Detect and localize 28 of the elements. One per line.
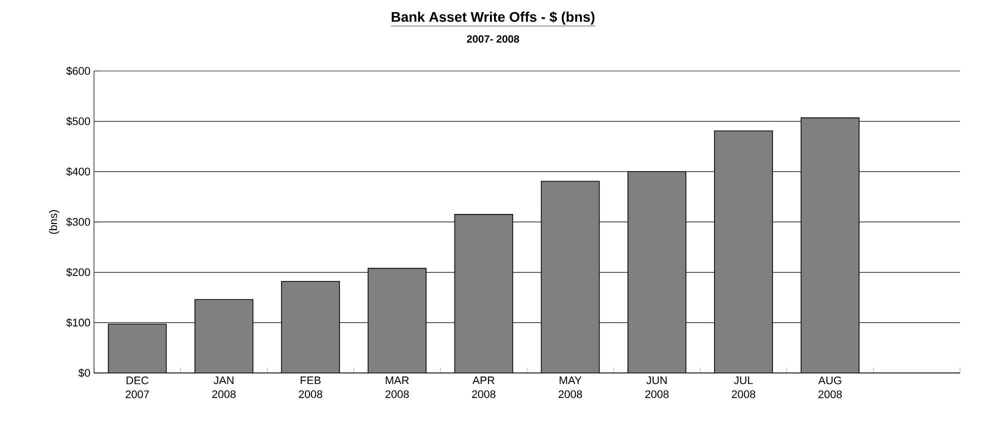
y-tick-label: $200	[66, 268, 90, 277]
bar	[108, 324, 167, 373]
x-tick-label: AUG 2008	[818, 376, 842, 398]
y-tick-label: $300	[66, 218, 90, 226]
x-tick-label: APR 2008	[472, 376, 496, 398]
x-tick-label: MAY 2008	[558, 376, 582, 398]
y-axis-title: (bns)	[49, 210, 60, 234]
bar	[800, 117, 860, 373]
y-tick-label: $600	[66, 66, 90, 76]
y-tick-label: $100	[66, 318, 90, 328]
x-tick-label: DEC 2007	[126, 376, 149, 398]
y-tick-label: $500	[66, 116, 90, 126]
chart-subtitle: 2007- 2008	[466, 35, 520, 43]
bar	[194, 299, 254, 373]
bar	[454, 214, 514, 373]
y-tick-label: $0	[78, 368, 90, 378]
x-tick-label: MAR 2008	[385, 376, 409, 398]
x-tick-label: JUL 2008	[732, 376, 756, 398]
bar	[368, 268, 427, 373]
bar	[541, 181, 600, 373]
y-tick-label: $400	[66, 167, 90, 176]
bar	[628, 171, 686, 373]
bar	[281, 280, 340, 373]
x-tick-label: FEB 2008	[298, 376, 322, 398]
x-tick-label: JAN 2008	[212, 376, 236, 398]
chart-title: Bank Asset Write Offs - $ (bns)	[392, 11, 594, 25]
x-tick-label: JUN 2008	[645, 376, 669, 398]
bar	[714, 130, 773, 373]
